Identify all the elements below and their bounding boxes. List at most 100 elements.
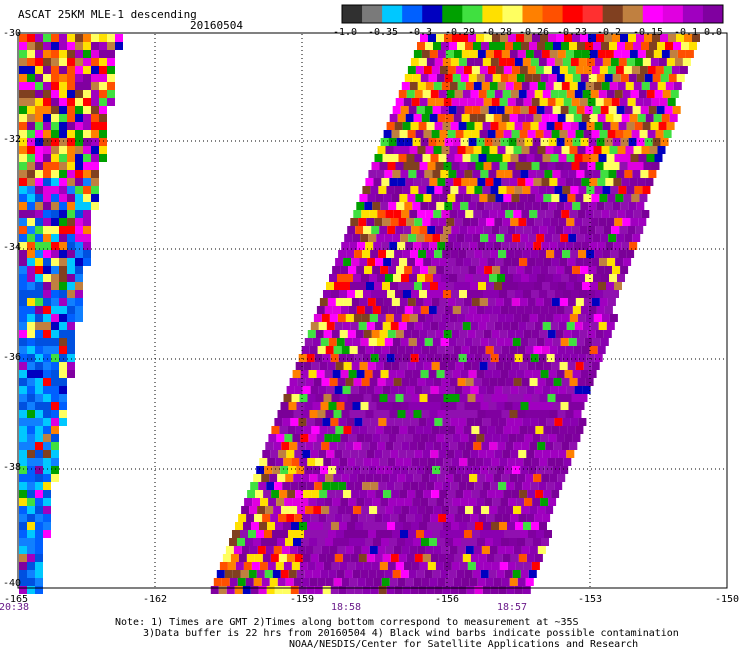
data-cell <box>425 82 434 90</box>
data-cell <box>436 138 445 146</box>
data-cell <box>557 178 566 186</box>
data-cell <box>19 106 27 114</box>
data-cell <box>500 138 509 146</box>
data-cell <box>398 154 407 162</box>
data-cell <box>360 234 369 242</box>
map-frame <box>17 32 728 589</box>
data-cell <box>369 314 378 322</box>
data-cell <box>516 138 525 146</box>
data-cell <box>218 586 227 594</box>
data-cell <box>570 122 579 130</box>
data-cell <box>332 266 341 274</box>
data-cell <box>43 138 51 146</box>
data-cell <box>83 162 91 170</box>
data-cell <box>553 314 562 322</box>
data-cell <box>532 498 541 506</box>
data-cell <box>323 330 332 338</box>
data-cell <box>578 122 587 130</box>
data-cell <box>27 322 35 330</box>
data-cell <box>421 242 430 250</box>
data-cell <box>538 122 547 130</box>
data-cell <box>508 138 517 146</box>
data-cell <box>527 258 536 266</box>
data-cell <box>67 162 75 170</box>
data-cell <box>357 410 366 418</box>
data-cell <box>440 570 449 578</box>
data-cell <box>317 346 326 354</box>
data-cell <box>449 506 458 514</box>
data-cell <box>338 482 347 490</box>
data-cell <box>35 410 43 418</box>
data-cell <box>625 210 634 218</box>
data-cell <box>434 418 443 426</box>
data-cell <box>578 418 587 426</box>
data-cell <box>389 242 398 250</box>
data-cell <box>369 210 378 218</box>
data-cell <box>467 394 476 402</box>
data-cell <box>540 202 549 210</box>
data-cell <box>19 90 27 98</box>
data-cell <box>435 162 444 170</box>
data-cell <box>326 322 335 330</box>
data-cell <box>325 474 334 482</box>
data-cell <box>685 50 694 58</box>
data-cell <box>514 586 523 594</box>
data-cell <box>83 210 91 218</box>
data-cell <box>399 258 408 266</box>
data-cell <box>334 386 343 394</box>
data-cell <box>19 194 27 202</box>
data-cell <box>418 418 427 426</box>
data-cell <box>326 282 334 290</box>
data-cell <box>460 74 469 82</box>
data-cell <box>611 162 620 170</box>
data-cell <box>478 386 487 394</box>
data-cell <box>635 162 644 170</box>
data-cell <box>329 378 338 386</box>
data-cell <box>19 74 27 82</box>
data-cell <box>323 394 332 402</box>
data-cell <box>576 338 585 346</box>
data-cell <box>19 146 27 154</box>
data-cell <box>498 122 507 130</box>
data-cell <box>565 410 574 418</box>
data-cell <box>488 466 497 474</box>
data-cell <box>444 370 453 378</box>
data-cell <box>507 394 516 402</box>
data-cell <box>51 290 59 298</box>
data-cell <box>419 98 428 106</box>
data-cell <box>511 490 520 498</box>
data-cell <box>27 562 35 570</box>
data-cell <box>67 122 75 130</box>
data-cell <box>99 58 107 66</box>
data-cell <box>474 250 483 258</box>
data-cell <box>511 362 520 370</box>
data-cell <box>469 578 478 586</box>
data-cell <box>627 162 636 170</box>
data-cell <box>353 442 362 450</box>
data-cell <box>427 330 436 338</box>
data-cell <box>467 458 476 466</box>
data-cell <box>344 234 353 242</box>
colorbar-segment <box>382 5 403 23</box>
data-cell <box>553 442 562 450</box>
data-cell <box>543 298 552 306</box>
data-cell <box>648 170 657 178</box>
data-cell <box>273 442 282 450</box>
data-cell <box>305 442 314 450</box>
data-cell <box>371 458 380 466</box>
data-cell <box>402 586 411 594</box>
data-cell <box>437 410 446 418</box>
data-cell <box>469 178 478 186</box>
data-cell <box>401 314 410 322</box>
data-cell <box>674 58 683 66</box>
data-cell <box>43 186 51 194</box>
data-cell <box>560 402 569 410</box>
data-cell <box>365 410 374 418</box>
data-cell <box>43 426 51 434</box>
data-cell <box>479 258 488 266</box>
data-cell <box>522 482 531 490</box>
data-cell <box>35 442 43 450</box>
data-cell <box>314 418 323 426</box>
data-cell <box>470 386 479 394</box>
data-cell <box>43 322 51 330</box>
